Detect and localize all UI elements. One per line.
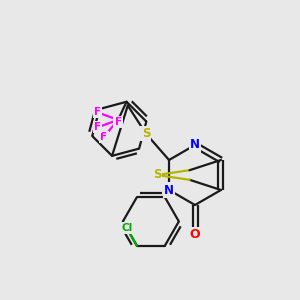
Text: F: F xyxy=(115,117,122,127)
Text: S: S xyxy=(153,169,161,182)
Text: N: N xyxy=(190,139,200,152)
Text: F: F xyxy=(94,107,101,117)
Text: O: O xyxy=(190,228,200,241)
Text: Cl: Cl xyxy=(121,224,133,233)
Text: S: S xyxy=(142,127,150,140)
Text: N: N xyxy=(164,184,174,196)
Text: F: F xyxy=(94,122,101,132)
Text: F: F xyxy=(100,132,107,142)
